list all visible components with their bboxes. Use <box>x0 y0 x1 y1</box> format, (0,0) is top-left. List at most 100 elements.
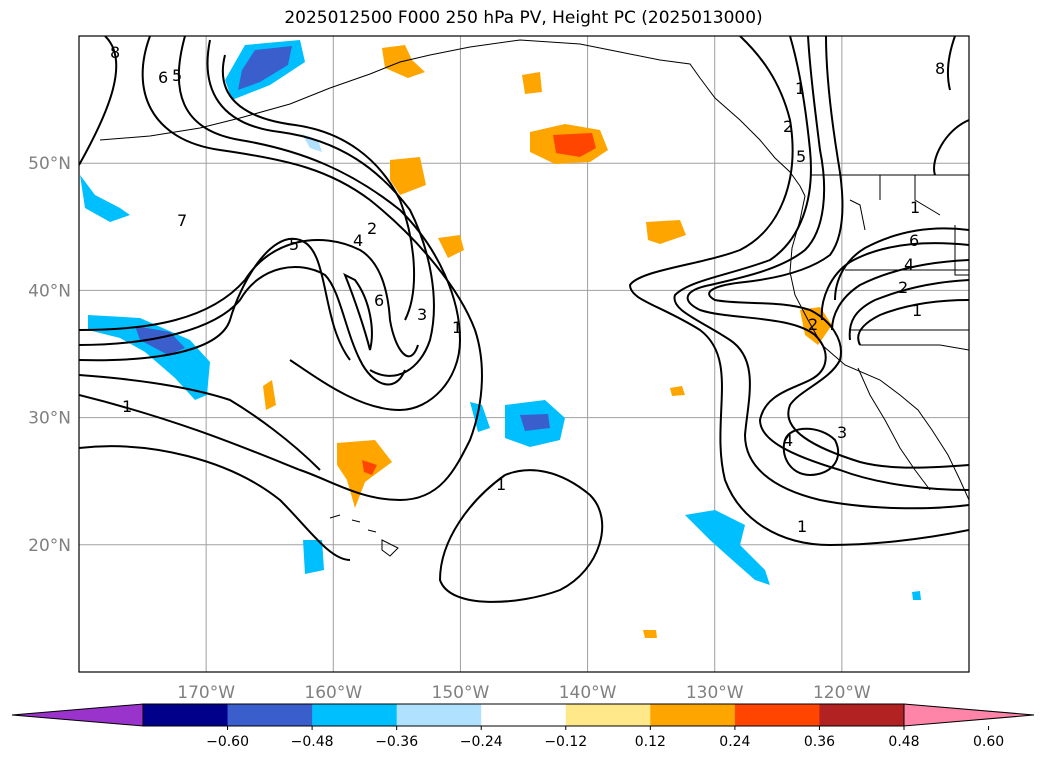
longitude-tick-label: 160°W <box>304 683 362 703</box>
contour-label: 2 <box>898 278 908 297</box>
colorbar-segment <box>143 704 229 726</box>
contour-label: 1 <box>910 198 920 217</box>
contour-label: 8 <box>935 59 945 78</box>
colorbar-extend-high <box>903 703 1035 727</box>
pv-positive-area <box>390 157 426 195</box>
latitude-tick-label: 20°N <box>28 536 71 556</box>
map-title: 2025012500 F000 250 hPa PV, Height PC (2… <box>284 8 763 28</box>
height-contour <box>782 427 840 477</box>
colorbar-segment <box>819 704 905 726</box>
map-frame <box>78 35 970 673</box>
height-contour <box>79 374 321 471</box>
colorbar-tick-label: −0.60 <box>206 734 249 750</box>
longitude-tick-label: 150°W <box>432 683 490 703</box>
pv-negative-area <box>302 134 322 152</box>
map-panel: 8 6 5 7 5 2 4 6 3 1 1 1 1 8 2 5 1 6 4 2 … <box>78 35 970 673</box>
colorbar-tick-label: 0.36 <box>804 734 835 750</box>
colorbar-tick-label: −0.12 <box>544 734 587 750</box>
pv-positive-area <box>438 235 464 258</box>
height-contour <box>686 36 969 491</box>
colorbar-tick-label: −0.36 <box>375 734 418 750</box>
contour-label: 4 <box>783 431 793 450</box>
height-contour <box>79 266 406 386</box>
latitude-tick-label: 40°N <box>28 281 71 301</box>
longitude-tick-label: 120°W <box>813 683 871 703</box>
height-contour <box>673 36 969 510</box>
colorbar-tick-label: 0.12 <box>635 734 666 750</box>
height-contour <box>831 259 969 331</box>
height-contour <box>933 119 969 176</box>
pv-negative-area <box>88 315 210 400</box>
height-contour <box>343 272 373 351</box>
pv-negative-core <box>238 46 292 90</box>
colorbar-tick-label: 0.48 <box>888 734 919 750</box>
pv-positive-area <box>670 386 685 396</box>
pv-negative-area <box>80 175 130 222</box>
colorbar-segment <box>734 704 820 726</box>
contour-label: 1 <box>496 475 506 494</box>
colorbar-segment <box>396 704 482 726</box>
height-contour <box>206 39 435 377</box>
hawaii <box>329 514 399 557</box>
latitude-tick-label: 50°N <box>28 154 71 174</box>
pv-negative-core <box>135 326 185 355</box>
contour-label: 5 <box>796 147 806 166</box>
pv-positive-area <box>800 307 832 345</box>
pv-positive-area <box>522 72 542 94</box>
pv-negative-area <box>303 540 324 574</box>
contour-label: 1 <box>452 318 462 337</box>
contour-label: 6 <box>158 68 168 87</box>
pv-positive-area <box>643 630 657 638</box>
pv-fill-areas <box>80 40 921 638</box>
contour-label: 3 <box>417 305 427 324</box>
coastlines <box>99 39 969 557</box>
height-contours <box>79 36 969 603</box>
height-contour <box>820 242 969 321</box>
baja-coast <box>857 367 931 491</box>
pv-negative-area <box>470 402 490 432</box>
height-contour <box>848 279 969 341</box>
latitude-tick-label: 30°N <box>28 409 71 429</box>
colorbar-extend-low <box>11 703 144 727</box>
pv-negative-area <box>912 591 921 600</box>
contour-label: 5 <box>172 66 182 85</box>
contour-label: 5 <box>289 235 299 254</box>
contour-label: 4 <box>353 231 363 250</box>
pv-positive-area <box>263 380 276 410</box>
contour-label: 1 <box>912 301 922 320</box>
colorbar-tick-label: −0.24 <box>460 734 503 750</box>
height-contour <box>708 36 969 469</box>
alaska-coast <box>99 39 806 197</box>
colorbar-segment <box>312 704 398 726</box>
longitude-tick-label: 130°W <box>686 683 744 703</box>
contour-label: 8 <box>110 43 120 62</box>
contour-label: 6 <box>374 291 384 310</box>
contour-labels: 8 6 5 7 5 2 4 6 3 1 1 1 1 8 2 5 1 6 4 2 … <box>110 43 945 536</box>
height-contour <box>177 36 462 412</box>
height-contour <box>857 299 969 346</box>
colorbar-segment <box>227 704 313 726</box>
colorbar-outline <box>142 703 905 727</box>
pv-positive-core <box>553 133 596 157</box>
height-contour <box>221 54 416 321</box>
contour-label: 2 <box>367 219 377 238</box>
contour-label: 1 <box>795 79 805 98</box>
colorbar-tick-label: 0.60 <box>973 734 1004 750</box>
height-contour <box>834 227 969 301</box>
map-background <box>79 36 969 672</box>
height-contour <box>946 36 956 91</box>
longitude-tick-label: 140°W <box>559 683 617 703</box>
contour-label: 1 <box>797 517 807 536</box>
colorbar: −0.60 −0.48 −0.36 −0.24 −0.12 0.12 0.24 0.36 0.4… <box>11 703 1035 750</box>
height-contour <box>79 239 419 358</box>
pv-positive-core <box>362 460 377 475</box>
pv-negative-area <box>685 510 770 585</box>
longitude-tick-label: 170°W <box>177 683 235 703</box>
axis-labels: 170°W 160°W 150°W 140°W 130°W 120°W 20°N 30°N 40… <box>28 154 871 703</box>
colorbar-segment <box>650 704 736 726</box>
height-contour <box>79 36 483 502</box>
height-contour <box>79 36 118 166</box>
height-contour <box>79 445 351 561</box>
colorbar-segment <box>481 704 567 726</box>
